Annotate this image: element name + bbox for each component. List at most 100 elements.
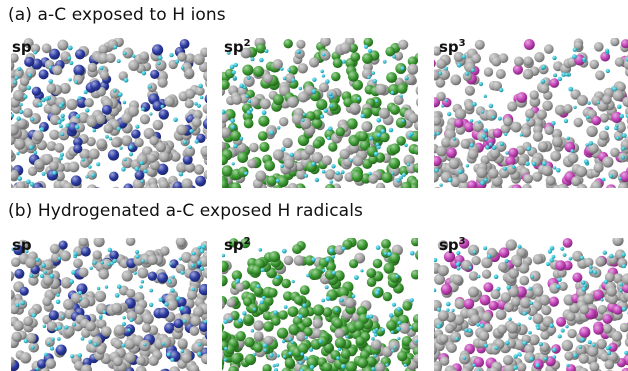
carbon-atom xyxy=(558,281,568,291)
hydrogen-atom xyxy=(135,249,140,255)
highlighted-atom xyxy=(459,238,470,249)
carbon-atom xyxy=(253,320,264,331)
carbon-atom xyxy=(529,90,539,100)
carbon-atom xyxy=(532,131,544,142)
hydrogen-atom xyxy=(149,288,154,293)
panel-b-sp2 xyxy=(222,238,418,371)
highlighted-atom xyxy=(621,39,628,49)
hydrogen-atom xyxy=(16,116,21,121)
hydrogen-atom xyxy=(393,345,397,349)
carbon-atom xyxy=(296,39,306,49)
highlighted-atom xyxy=(312,304,325,316)
highlighted-atom xyxy=(271,316,281,326)
highlighted-atom xyxy=(240,238,251,249)
highlighted-atom xyxy=(164,322,176,334)
carbon-atom xyxy=(255,170,267,182)
hydrogen-atom xyxy=(250,329,255,333)
highlighted-atom xyxy=(352,79,363,91)
carbon-atom xyxy=(584,257,594,268)
highlighted-atom xyxy=(359,140,371,151)
carbon-atom xyxy=(578,367,589,371)
hydrogen-atom xyxy=(26,179,31,184)
carbon-atom xyxy=(333,172,343,182)
highlighted-atom xyxy=(363,38,374,47)
carbon-atom xyxy=(434,116,442,126)
carbon-atom xyxy=(97,319,107,329)
hydrogen-atom xyxy=(519,133,523,137)
hydrogen-atom xyxy=(504,132,508,136)
highlighted-atom xyxy=(195,175,207,187)
highlighted-atom xyxy=(351,170,363,183)
highlighted-atom xyxy=(407,56,418,67)
hydrogen-atom xyxy=(499,87,504,93)
highlighted-atom xyxy=(182,154,193,165)
highlighted-atom xyxy=(347,70,359,82)
hydrogen-atom xyxy=(546,261,551,267)
carbon-atom xyxy=(60,250,71,262)
carbon-atom xyxy=(157,77,168,88)
hydrogen-atom xyxy=(91,173,96,178)
hydrogen-atom xyxy=(356,97,361,101)
hydrogen-atom xyxy=(203,320,207,324)
carbon-atom xyxy=(589,59,599,70)
carbon-atom xyxy=(128,60,140,71)
hydrogen-atom xyxy=(448,177,453,183)
atoms-render-b-sp2 xyxy=(222,238,418,371)
hydrogen-atom xyxy=(15,303,20,307)
hydrogen-atom xyxy=(477,120,481,124)
highlighted-atom xyxy=(55,344,67,356)
hydrogen-atom xyxy=(302,303,307,308)
carbon-atom xyxy=(175,238,187,248)
hydrogen-atom xyxy=(73,251,78,256)
carbon-atom xyxy=(510,296,521,307)
carbon-atom xyxy=(453,314,465,326)
carbon-atom xyxy=(467,244,480,256)
highlighted-atom xyxy=(348,43,358,53)
hydrogen-atom xyxy=(360,113,365,119)
hydrogen-atom xyxy=(396,326,401,332)
hydrogen-atom xyxy=(28,73,32,78)
hydrogen-atom xyxy=(337,347,342,351)
highlighted-atom xyxy=(272,94,284,106)
hydrogen-atom xyxy=(282,76,287,81)
hydrogen-atom xyxy=(190,263,196,268)
carbon-atom xyxy=(312,318,323,329)
carbon-atom xyxy=(166,299,178,311)
hydrogen-atom xyxy=(180,270,185,275)
carbon-atom xyxy=(148,355,159,366)
carbon-atom xyxy=(127,105,139,117)
carbon-atom xyxy=(222,141,226,151)
hydrogen-atom xyxy=(329,248,334,254)
hydrogen-atom xyxy=(14,75,19,80)
hydrogen-atom xyxy=(296,50,301,54)
hydrogen-atom xyxy=(328,126,333,131)
hydrogen-atom xyxy=(247,99,252,104)
hydrogen-atom xyxy=(311,161,316,167)
carbon-atom xyxy=(185,53,196,64)
carbon-atom xyxy=(11,149,14,159)
hydrogen-atom xyxy=(259,57,264,63)
hydrogen-atom xyxy=(621,264,627,269)
carbon-atom xyxy=(618,182,628,188)
hydrogen-atom xyxy=(621,155,625,160)
carbon-atom xyxy=(321,155,332,166)
hydrogen-atom xyxy=(239,83,244,88)
carbon-atom xyxy=(434,172,439,183)
hydrogen-atom xyxy=(121,167,126,172)
carbon-atom xyxy=(204,79,207,88)
highlighted-atom xyxy=(362,366,374,371)
carbon-atom xyxy=(498,53,509,64)
hydrogen-atom xyxy=(587,340,592,345)
hydrogen-atom xyxy=(55,299,61,305)
hydrogen-atom xyxy=(458,169,463,175)
hydrogen-atom xyxy=(226,51,231,55)
carbon-atom xyxy=(436,58,447,69)
carbon-atom xyxy=(19,352,32,364)
hydrogen-atom xyxy=(237,318,243,324)
hydrogen-atom xyxy=(488,142,493,147)
hydrogen-atom xyxy=(182,319,187,324)
hydrogen-atom xyxy=(174,59,180,64)
hydrogen-atom xyxy=(49,346,55,351)
carbon-atom xyxy=(439,69,450,80)
hydrogen-atom xyxy=(368,136,373,141)
